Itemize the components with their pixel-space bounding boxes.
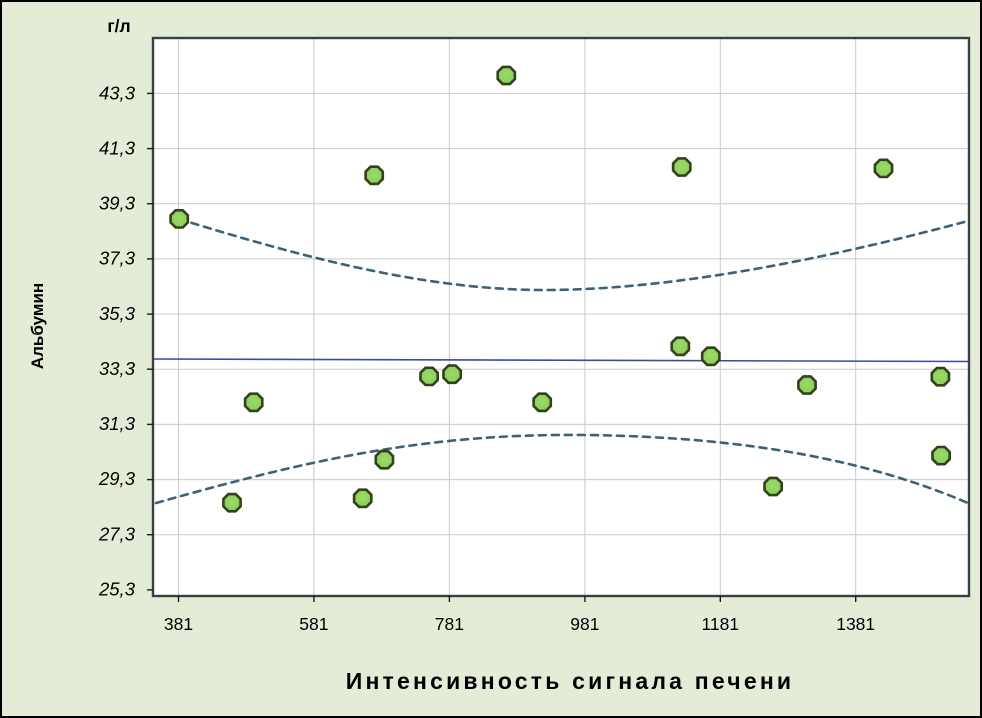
svg-text:27,3: 27,3: [98, 524, 136, 545]
svg-text:29,3: 29,3: [98, 468, 136, 489]
svg-text:31,3: 31,3: [99, 413, 136, 434]
svg-text:г/л: г/л: [107, 16, 130, 36]
svg-text:1381: 1381: [836, 614, 875, 634]
svg-text:Интенсивность сигнала печени: Интенсивность сигнала печени: [346, 668, 795, 694]
svg-text:39,3: 39,3: [99, 193, 136, 214]
svg-text:381: 381: [164, 614, 193, 634]
svg-text:43,3: 43,3: [99, 83, 136, 104]
svg-text:981: 981: [570, 614, 599, 634]
svg-text:581: 581: [299, 614, 328, 634]
svg-text:35,3: 35,3: [99, 303, 136, 324]
svg-text:Альбумин: Альбумин: [28, 283, 47, 369]
svg-text:781: 781: [435, 614, 464, 634]
svg-text:1181: 1181: [701, 614, 739, 634]
svg-text:25,3: 25,3: [98, 579, 136, 600]
svg-text:33,3: 33,3: [99, 358, 136, 379]
svg-text:37,3: 37,3: [99, 248, 136, 269]
svg-text:41,3: 41,3: [99, 138, 136, 159]
